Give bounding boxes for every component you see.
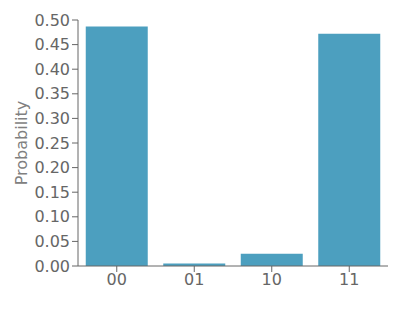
svg-text:0.20: 0.20 [34, 158, 70, 177]
svg-text:0.15: 0.15 [34, 183, 70, 202]
svg-text:Probability: Probability [12, 101, 31, 186]
svg-text:0.30: 0.30 [34, 109, 70, 128]
svg-text:01: 01 [184, 270, 204, 289]
svg-text:0.40: 0.40 [34, 60, 70, 79]
svg-text:00: 00 [107, 270, 127, 289]
svg-text:0.25: 0.25 [34, 134, 70, 153]
svg-text:0.05: 0.05 [34, 232, 70, 251]
svg-text:0.00: 0.00 [34, 257, 70, 276]
svg-text:0.50: 0.50 [34, 11, 70, 30]
svg-text:10: 10 [262, 270, 282, 289]
svg-text:11: 11 [339, 270, 359, 289]
svg-text:0.45: 0.45 [34, 35, 70, 54]
svg-text:0.35: 0.35 [34, 84, 70, 103]
svg-text:0.10: 0.10 [34, 207, 70, 226]
